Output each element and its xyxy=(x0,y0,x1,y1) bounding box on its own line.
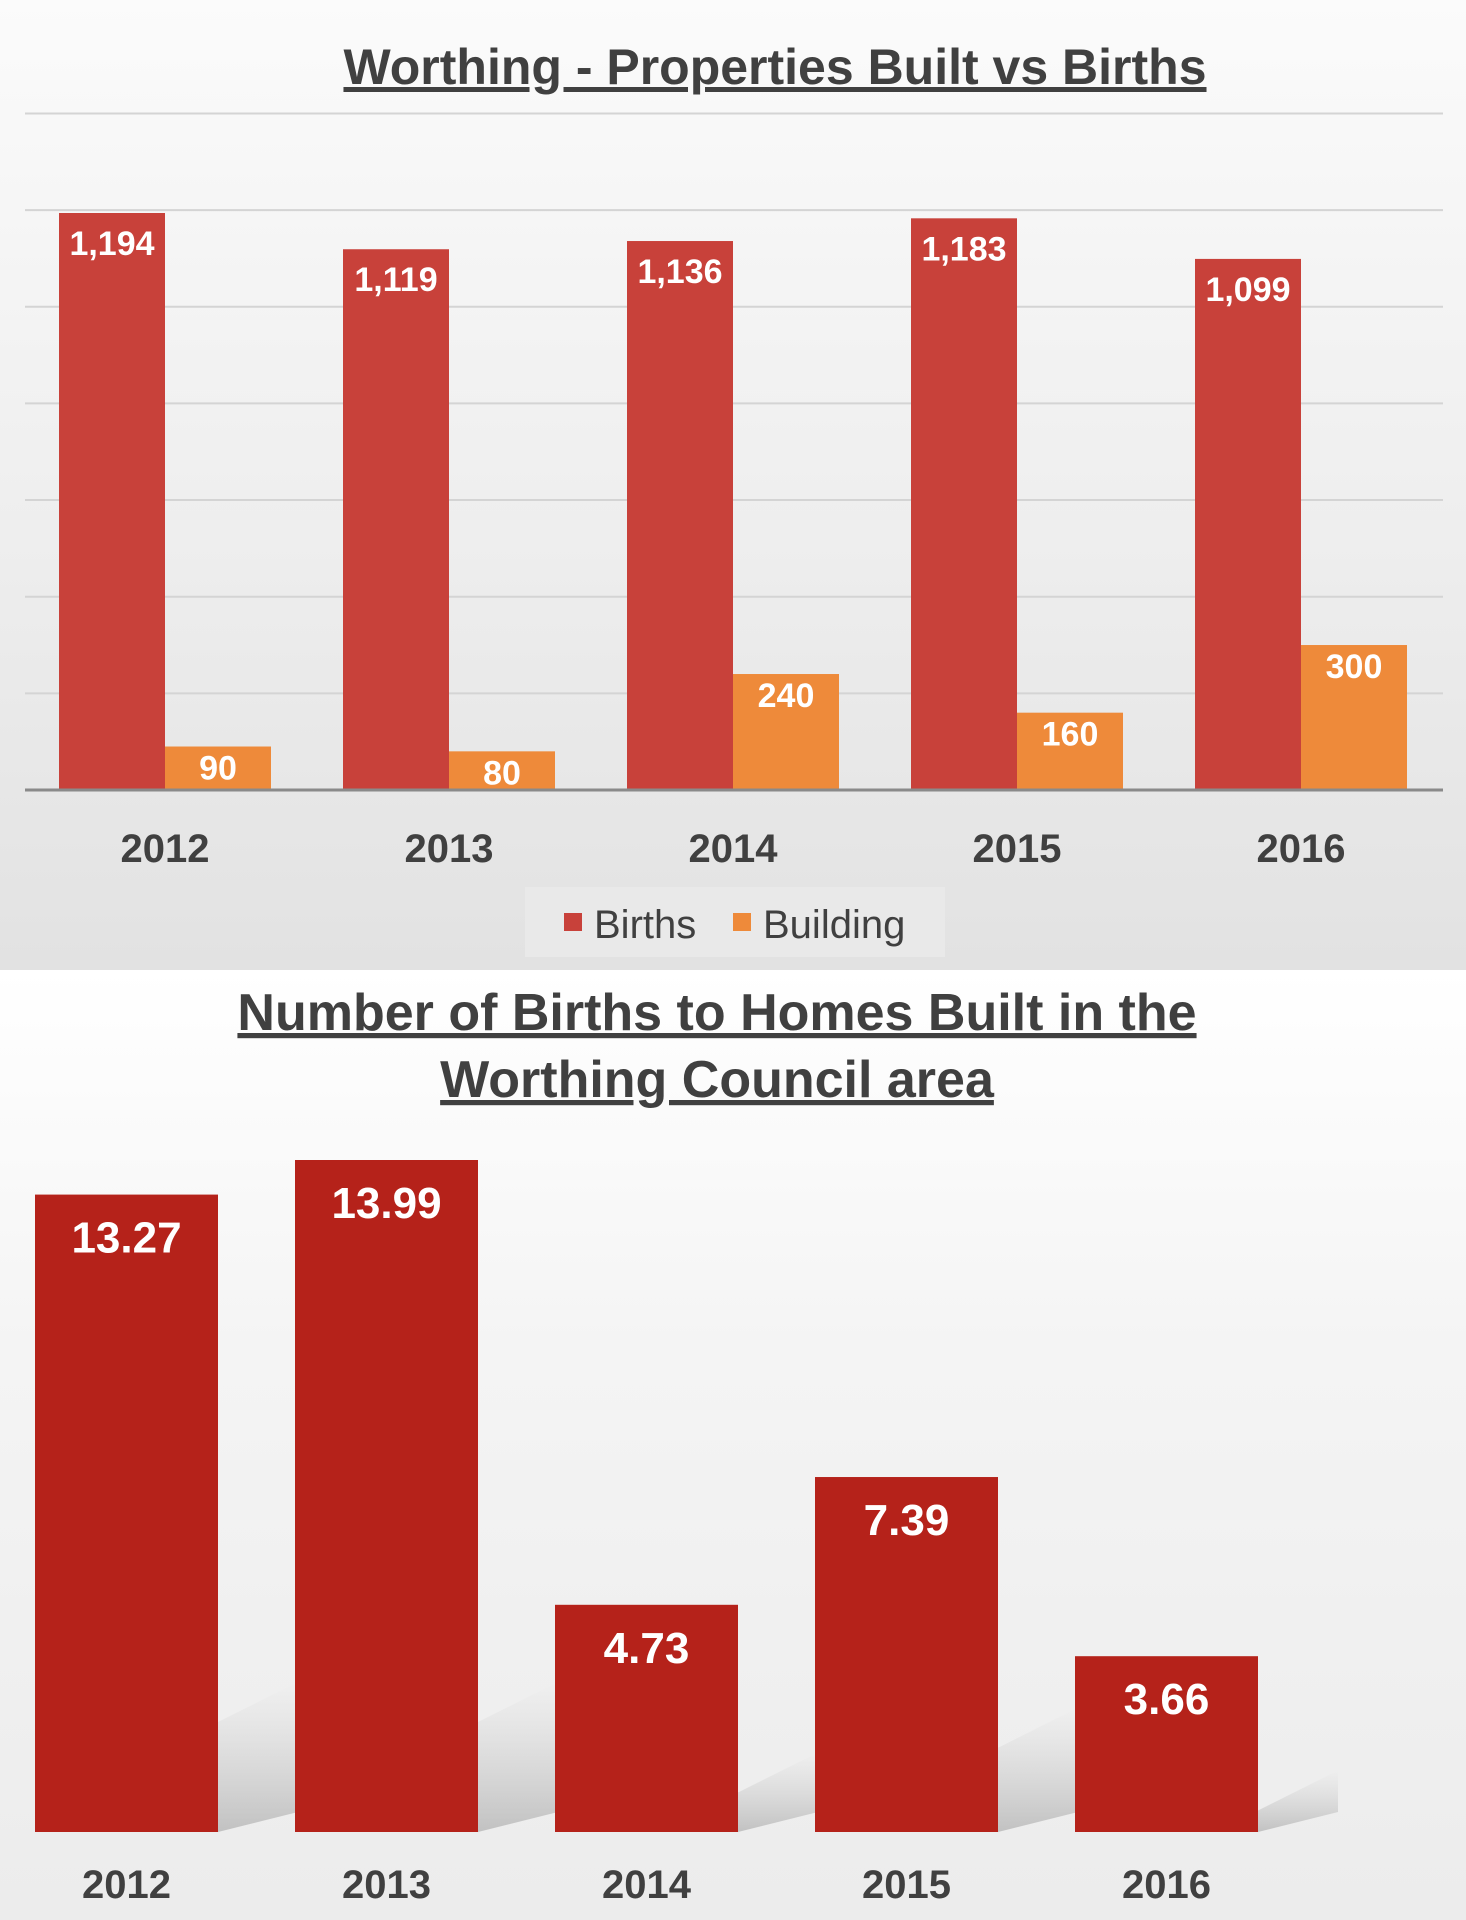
bar-shadow-2013 xyxy=(478,1682,558,1832)
bar-births-2012 xyxy=(59,213,165,790)
chart1-gridlines xyxy=(25,112,1443,695)
chart2-title-line-2: Worthing Council area xyxy=(440,1051,995,1109)
chart1-legend: Births Building xyxy=(525,887,945,957)
category-label-2013: 2013 xyxy=(405,827,494,871)
category-label-2016: 2016 xyxy=(1257,827,1346,871)
category-label-2014: 2014 xyxy=(602,1863,692,1907)
bar-2013 xyxy=(295,1160,478,1832)
data-label-building-2013: 80 xyxy=(483,754,521,792)
category-label-2015: 2015 xyxy=(973,827,1062,871)
data-label-births-2014: 1,136 xyxy=(637,253,722,291)
data-label-2013: 13.99 xyxy=(331,1179,441,1228)
data-label-building-2016: 300 xyxy=(1326,648,1383,686)
data-label-building-2014: 240 xyxy=(758,677,815,715)
data-label-2016: 3.66 xyxy=(1124,1675,1210,1724)
chart2-svg: Number of Births to Homes Built in the W… xyxy=(35,984,1338,1907)
chart2-category-labels: 2012 2013 2014 2015 2016 xyxy=(82,1863,1211,1907)
bar-building-2015 xyxy=(1017,712,1123,790)
data-label-building-2015: 160 xyxy=(1042,716,1099,754)
chart2-panel: Number of Births to Homes Built in the W… xyxy=(0,970,1466,1920)
bar-births-2013 xyxy=(343,249,449,790)
bar-building-2013 xyxy=(449,751,555,790)
chart1-bars: 1,194 90 1,119 80 1,136 240 1,183 160 1,099 300 xyxy=(59,213,1407,792)
data-label-2014: 4.73 xyxy=(604,1624,690,1673)
bar-shadow-2014 xyxy=(738,1752,818,1832)
bar-2016 xyxy=(1075,1656,1258,1832)
category-label-2015: 2015 xyxy=(862,1863,951,1907)
bar-shadow-2016 xyxy=(1258,1770,1338,1832)
chart2-title-line-1: Number of Births to Homes Built in the xyxy=(237,984,1196,1042)
chart1-svg: Worthing - Properties Built vs Births 1,… xyxy=(25,39,1443,957)
legend-swatch-building xyxy=(733,913,751,931)
bar-building-2014 xyxy=(733,674,839,790)
bar-2012 xyxy=(35,1194,218,1832)
bar-births-2016 xyxy=(1195,258,1301,791)
chart2-bar-shadows xyxy=(218,1682,1338,1832)
data-label-2015: 7.39 xyxy=(864,1496,950,1545)
chart1-title: Worthing - Properties Built vs Births xyxy=(343,39,1206,95)
chart1-panel: Worthing - Properties Built vs Births 1,… xyxy=(0,0,1466,970)
data-label-births-2012: 1,194 xyxy=(69,225,154,263)
bar-births-2014 xyxy=(627,241,733,791)
data-label-2012: 13.27 xyxy=(71,1214,181,1263)
category-label-2013: 2013 xyxy=(342,1863,431,1907)
data-label-building-2012: 90 xyxy=(199,750,237,788)
legend-label-births: Births xyxy=(594,903,696,947)
chart2-bars: 13.27 13.99 4.73 7.39 3.66 xyxy=(35,1160,1258,1832)
legend-label-building: Building xyxy=(763,903,905,947)
category-label-2016: 2016 xyxy=(1122,1863,1211,1907)
data-label-births-2013: 1,119 xyxy=(354,261,437,299)
category-label-2012: 2012 xyxy=(121,827,210,871)
data-label-births-2015: 1,183 xyxy=(921,230,1006,268)
data-label-births-2016: 1,099 xyxy=(1205,271,1290,309)
bar-building-2016 xyxy=(1301,645,1407,790)
bar-shadow-2012 xyxy=(218,1682,298,1832)
chart1-category-labels: 2012 2013 2014 2015 2016 xyxy=(121,827,1346,871)
category-label-2012: 2012 xyxy=(82,1863,171,1907)
bar-2015 xyxy=(815,1477,998,1832)
category-label-2014: 2014 xyxy=(689,827,779,871)
bar-births-2015 xyxy=(911,218,1017,791)
bar-building-2012 xyxy=(165,746,271,790)
bar-shadow-2015 xyxy=(998,1707,1078,1832)
bar-2014 xyxy=(555,1604,738,1832)
legend-swatch-births xyxy=(564,913,582,931)
